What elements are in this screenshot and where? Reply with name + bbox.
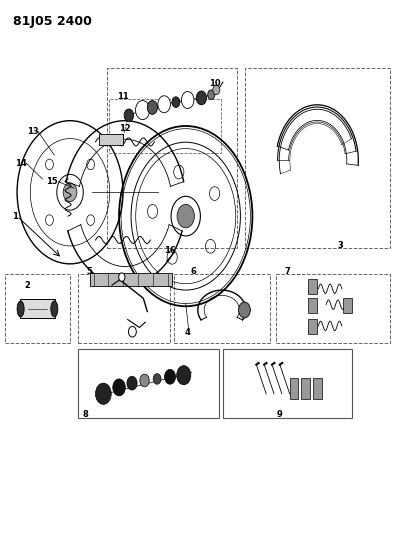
- Bar: [90, 273, 172, 286]
- Bar: [223, 349, 352, 418]
- Circle shape: [177, 366, 191, 385]
- Text: 6: 6: [191, 268, 197, 276]
- Text: 16: 16: [164, 246, 176, 255]
- Circle shape: [96, 383, 111, 405]
- Bar: [290, 378, 298, 399]
- Text: 8: 8: [83, 410, 88, 419]
- Text: 81J05 2400: 81J05 2400: [13, 14, 92, 28]
- Bar: [308, 319, 317, 334]
- Bar: [308, 279, 317, 294]
- Circle shape: [196, 91, 207, 105]
- Text: 3: 3: [338, 241, 344, 250]
- Bar: [245, 68, 390, 248]
- Circle shape: [172, 97, 180, 108]
- Bar: [78, 274, 170, 343]
- Circle shape: [124, 109, 134, 122]
- Circle shape: [153, 374, 161, 384]
- Text: 9: 9: [277, 410, 283, 419]
- Circle shape: [147, 101, 158, 114]
- Bar: [78, 349, 219, 418]
- Bar: [174, 274, 270, 343]
- Text: 1: 1: [12, 212, 18, 221]
- Circle shape: [177, 205, 194, 228]
- Ellipse shape: [17, 301, 24, 317]
- Circle shape: [165, 369, 175, 384]
- Text: 15: 15: [47, 177, 58, 186]
- Text: 7: 7: [285, 268, 291, 276]
- Bar: [20, 300, 55, 318]
- Circle shape: [113, 379, 125, 396]
- Text: 4: 4: [185, 328, 191, 337]
- Circle shape: [158, 96, 170, 113]
- Bar: [313, 378, 322, 399]
- Circle shape: [118, 273, 125, 281]
- Circle shape: [208, 90, 215, 100]
- Bar: [100, 134, 123, 144]
- Text: 14: 14: [15, 159, 27, 167]
- Circle shape: [181, 92, 194, 109]
- Text: 12: 12: [119, 124, 131, 133]
- Ellipse shape: [51, 301, 58, 317]
- Text: 10: 10: [209, 79, 221, 88]
- Text: 13: 13: [27, 127, 39, 136]
- Text: 2: 2: [24, 280, 30, 289]
- Bar: [343, 298, 352, 313]
- Text: 5: 5: [87, 268, 92, 276]
- Circle shape: [63, 183, 77, 201]
- Bar: [107, 68, 237, 248]
- Bar: [109, 100, 221, 152]
- Bar: [5, 274, 70, 343]
- Circle shape: [140, 374, 149, 387]
- Circle shape: [127, 376, 137, 390]
- Bar: [276, 274, 390, 343]
- Bar: [301, 378, 310, 399]
- Text: 11: 11: [117, 92, 129, 101]
- Circle shape: [128, 326, 136, 337]
- Circle shape: [213, 85, 220, 95]
- Circle shape: [239, 302, 250, 318]
- Bar: [308, 298, 317, 313]
- Circle shape: [135, 101, 150, 119]
